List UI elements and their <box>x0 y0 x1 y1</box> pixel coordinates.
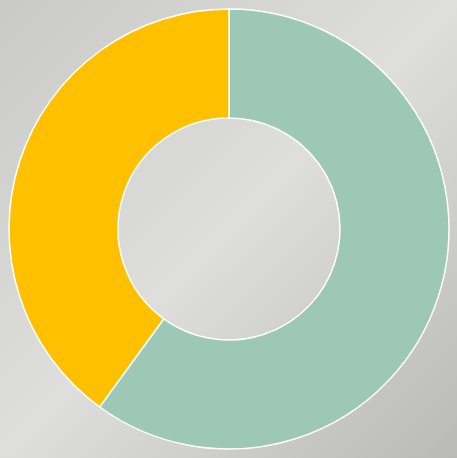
slices <box>9 9 449 449</box>
chart-svg <box>0 0 457 458</box>
background <box>0 0 457 458</box>
slice <box>9 9 229 407</box>
